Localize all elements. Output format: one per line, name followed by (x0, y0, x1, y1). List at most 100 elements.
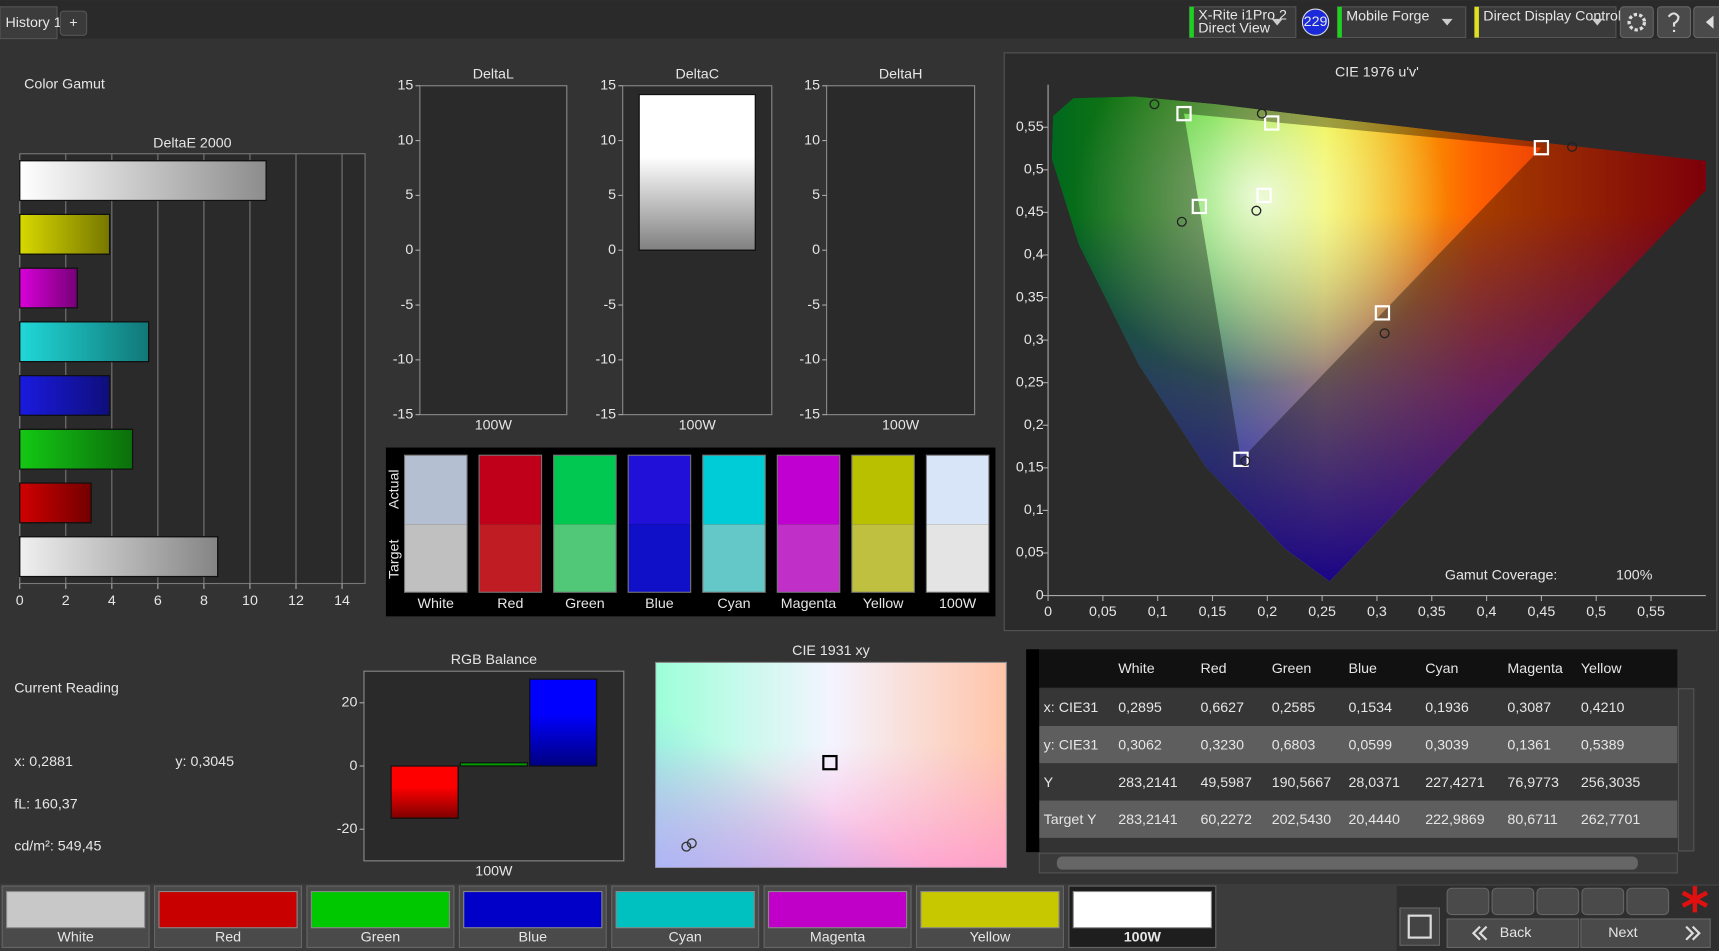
swatch-border (403, 454, 468, 593)
swatch-border (851, 454, 915, 593)
actual-swatch (628, 455, 691, 525)
reading-fl: fL: 160,37 (14, 797, 77, 813)
y-tick-label: -15 (596, 406, 617, 422)
target-marker (1264, 115, 1280, 131)
y-tick-label: -20 (337, 821, 358, 837)
back-arrow (1471, 925, 1488, 941)
chart-title: DeltaH (879, 67, 923, 83)
page-title: Color Gamut (24, 76, 105, 92)
patch-color (463, 890, 603, 929)
target-swatch (777, 524, 840, 593)
table-cell: 0,3039 (1425, 738, 1469, 754)
row-label: x: CIE31 (1044, 700, 1099, 716)
table-row (1039, 726, 1678, 764)
plot-tint (655, 662, 1007, 868)
column-header: White (1118, 661, 1155, 677)
control-button[interactable] (1536, 887, 1580, 916)
target-swatch (851, 524, 915, 593)
x-tick-label: 6 (154, 593, 162, 609)
annotation-value: 100% (1616, 568, 1653, 584)
bar-shade (19, 482, 92, 524)
back-label: Back (1500, 925, 1533, 941)
h-scroll-thumb[interactable] (1056, 856, 1638, 870)
dropdown-label: Direct View (1198, 21, 1271, 37)
status-strip (1189, 6, 1194, 38)
gamut-triangle (1184, 113, 1542, 460)
table-cell: 227,4271 (1425, 775, 1485, 791)
column-header: Red (1200, 661, 1226, 677)
table-cell: 0,1361 (1507, 738, 1551, 754)
row-label: Y (1044, 775, 1054, 791)
row-label: y: CIE31 (1044, 738, 1099, 754)
stop-button[interactable] (1399, 907, 1440, 946)
table-cell: 0,4210 (1581, 700, 1625, 716)
table-cell: 0,2585 (1272, 700, 1316, 716)
row-label: Target (386, 540, 402, 580)
x-tick-label: 0,3 (1367, 604, 1387, 620)
dropdown[interactable] (1473, 6, 1617, 39)
table-cell: 0,1534 (1348, 700, 1392, 716)
chart-title: DeltaC (675, 67, 719, 83)
patch-color (158, 890, 298, 929)
table-cell: 283,2141 (1118, 812, 1178, 828)
next-button[interactable] (1580, 918, 1711, 949)
add-tab-button[interactable] (59, 10, 88, 36)
bar-shade (19, 213, 111, 255)
target-swatch (404, 524, 468, 593)
actual-marker (1240, 455, 1251, 467)
reading-y: y: 0,3045 (175, 754, 234, 770)
actual-marker (681, 841, 692, 852)
annotation-label: Gamut Coverage: (1445, 568, 1557, 584)
icon-button[interactable] (1619, 6, 1654, 39)
x-tick-label: 0,25 (1308, 604, 1336, 620)
table-cell: 283,2141 (1118, 775, 1178, 791)
plot-area (419, 85, 568, 416)
x-tick-label: 0,5 (1586, 604, 1606, 620)
bar-shade (459, 762, 528, 767)
table-side (1026, 649, 1040, 853)
collapse-icon (1705, 15, 1714, 29)
x-tick-label: 0,45 (1528, 604, 1556, 620)
column-header: Magenta (1507, 661, 1563, 677)
patch-label: Yellow (970, 929, 1011, 945)
control-button[interactable] (1581, 887, 1625, 916)
table-header (1039, 649, 1678, 688)
bar-shade (638, 93, 756, 251)
swatch-label: 100W (939, 596, 977, 612)
control-button[interactable] (1626, 887, 1670, 916)
chart-title: DeltaE 2000 (153, 136, 232, 152)
y-tick-label: -10 (596, 352, 617, 368)
target-marker (1374, 305, 1391, 321)
swatch-border (702, 454, 766, 593)
patch-color (920, 890, 1060, 929)
x-tick-label: 10 (242, 593, 258, 609)
swatch-border (553, 454, 617, 593)
x-tick-label: 100W (679, 417, 717, 433)
dropdown-label: Mobile Forge (1346, 8, 1429, 24)
x-tick-label: 0,4 (1477, 604, 1497, 620)
stop-icon (1407, 914, 1432, 939)
row-label: Target Y (1044, 812, 1097, 828)
x-tick-label: 12 (288, 593, 304, 609)
table-cell: 0,1936 (1425, 700, 1469, 716)
dropdown-label: X-Rite i1Pro 2 (1198, 7, 1287, 23)
column-header: Green (1272, 661, 1312, 677)
patch-label: Red (215, 929, 241, 945)
chart-title: RGB Balance (451, 652, 537, 668)
v-scrollbar[interactable] (1677, 688, 1695, 852)
back-button[interactable] (1446, 918, 1580, 949)
tab[interactable] (0, 6, 58, 40)
spectral-locus (1051, 96, 1706, 582)
control-button[interactable] (1446, 887, 1490, 916)
status-strip (1337, 6, 1342, 38)
dropdown-arrow (1591, 18, 1603, 26)
x-tick-label: 8 (200, 593, 208, 609)
table-cell: 0,6627 (1200, 700, 1244, 716)
y-tick-label: 15 (600, 78, 616, 94)
actual-swatch (851, 455, 915, 525)
target-marker (1191, 198, 1208, 215)
bar-shade (19, 267, 78, 309)
table-cell: 0,0599 (1348, 738, 1392, 754)
control-button[interactable] (1491, 887, 1535, 916)
